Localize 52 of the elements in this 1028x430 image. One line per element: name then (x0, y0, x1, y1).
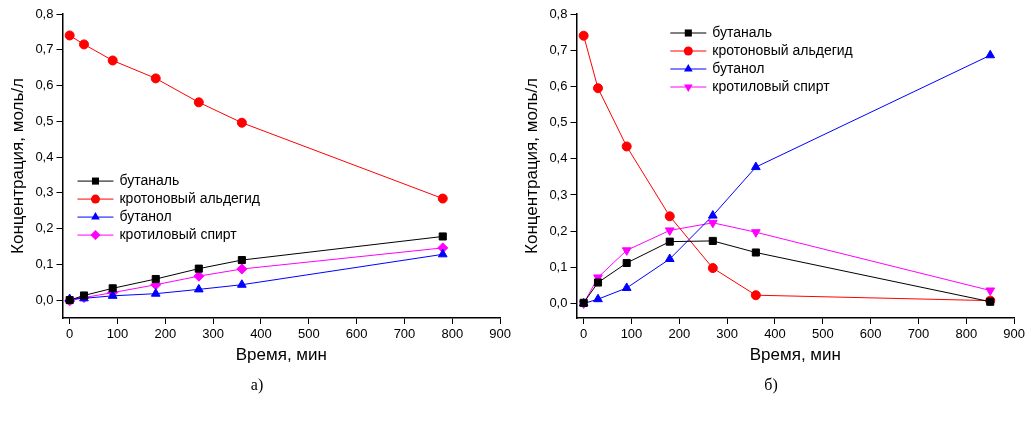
y-tick-label: 0,7 (35, 41, 54, 57)
y-tick-label: 0,0 (549, 295, 568, 311)
x-tick-label: 700 (393, 326, 416, 342)
legend-label: бутанол (712, 59, 765, 76)
legend-label: бутанол (119, 207, 172, 224)
x-tick-label: 800 (441, 326, 464, 342)
x-tick-label: 200 (668, 326, 691, 342)
x-tick-label: 600 (345, 326, 368, 342)
y-tick-label: 0,4 (35, 148, 54, 164)
x-tick-label: 0 (580, 326, 588, 342)
x-tick-label: 900 (1003, 326, 1026, 342)
legend-label: бутаналь (119, 171, 180, 188)
text: а) (249, 376, 265, 394)
y-tick-label: 0,8 (549, 5, 568, 21)
y-tick-label: 0,6 (35, 77, 54, 93)
y-tick-label: 0,0 (35, 291, 54, 307)
y-tick-label: 0,5 (549, 114, 568, 130)
y-tick-label: 0,4 (549, 150, 568, 166)
y-tick-label: 0,5 (35, 112, 54, 128)
text: б) (763, 376, 779, 394)
y-tick-label: 0,7 (549, 41, 568, 57)
x-tick-label: 800 (955, 326, 978, 342)
y-tick-label: 0,8 (35, 5, 54, 21)
y-tick-label: 0,2 (35, 220, 54, 236)
y-tick-label: 0,1 (549, 258, 568, 274)
x-tick-label: 500 (297, 326, 320, 342)
legend-label: кротиловый спирт (712, 77, 831, 94)
legend-label: кротоновый альдегид (119, 189, 260, 206)
x-tick-label: 300 (202, 326, 224, 342)
x-tick-label: 100 (106, 326, 129, 342)
x-tick-label: 0 (66, 326, 74, 342)
x-tick-label: 500 (811, 326, 834, 342)
y-axis-title: Концентрация, моль/л (521, 78, 541, 254)
legend-label: кротиловый спирт (119, 225, 238, 242)
y-tick-label: 0,3 (549, 186, 568, 202)
x-tick-label: 600 (859, 326, 882, 342)
x-tick-label: 900 (489, 326, 512, 342)
legend-label: кротоновый альдегид (712, 41, 853, 58)
legend-label: бутаналь (712, 23, 773, 40)
x-tick-label: 700 (907, 326, 930, 342)
y-tick-label: 0,1 (35, 255, 54, 271)
x-tick-label: 300 (716, 326, 738, 342)
x-tick-label: 400 (250, 326, 272, 342)
y-tick-label: 0,3 (35, 184, 54, 200)
x-tick-label: 100 (620, 326, 643, 342)
y-axis-title: Концентрация, моль/л (7, 78, 27, 254)
y-tick-label: 0,6 (549, 77, 568, 93)
x-tick-label: 200 (154, 326, 177, 342)
x-tick-label: 400 (764, 326, 786, 342)
y-tick-label: 0,2 (549, 222, 568, 238)
x-axis-title: Время, мин (235, 345, 327, 365)
x-axis-title: Время, мин (749, 345, 841, 365)
